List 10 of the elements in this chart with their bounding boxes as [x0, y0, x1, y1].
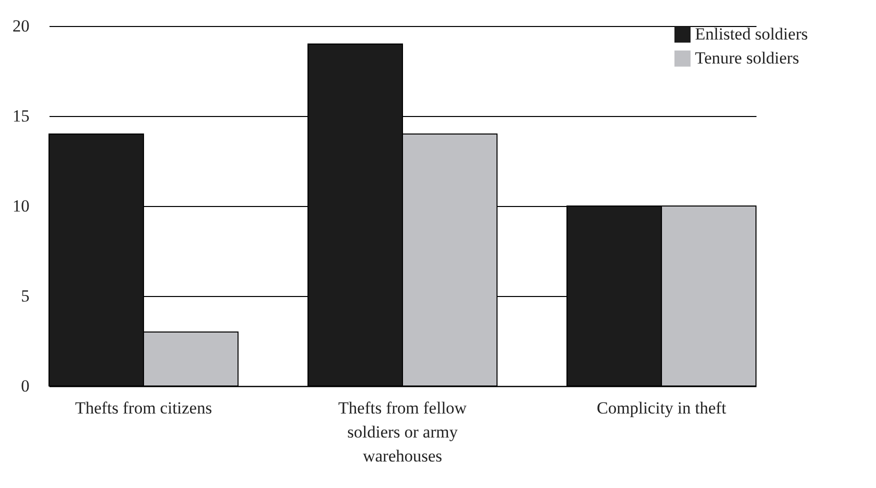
x-tick-label: Thefts from fellow soldiers or army warehouses	[338, 398, 468, 466]
x-tick-label: Thefts from citizens	[75, 398, 212, 418]
legend-label: Enlisted soldiers	[695, 24, 808, 44]
legend-label: Tenure soldiers	[695, 48, 800, 68]
y-tick-label: 20	[12, 16, 30, 36]
x-tick-label: Complicity in theft	[596, 398, 726, 418]
y-tick-label: 10	[12, 196, 30, 216]
y-tick-label: 0	[21, 376, 30, 396]
y-tick-label: 15	[12, 106, 30, 126]
y-tick-label: 5	[21, 286, 30, 306]
